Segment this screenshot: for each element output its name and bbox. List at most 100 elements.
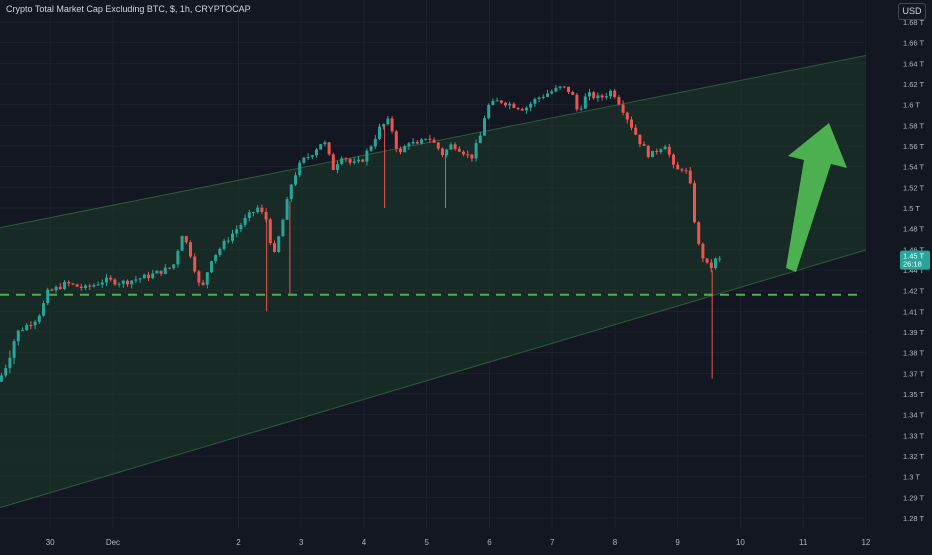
candle-body bbox=[596, 95, 600, 99]
candle-body bbox=[634, 127, 638, 135]
candle-body bbox=[415, 141, 419, 144]
candle-body bbox=[100, 282, 104, 285]
candle-body bbox=[189, 242, 192, 257]
price-tick-label: 1.29 T bbox=[903, 493, 925, 502]
candle-body bbox=[172, 264, 176, 269]
candle-body bbox=[676, 164, 680, 170]
time-tick-label: 9 bbox=[675, 538, 680, 547]
candle-body bbox=[478, 135, 482, 144]
candle-body bbox=[0, 375, 3, 382]
candle-body bbox=[121, 280, 125, 284]
candle-body bbox=[344, 158, 348, 160]
candle-body bbox=[441, 148, 444, 156]
candle-body bbox=[575, 94, 579, 110]
time-tick-label: 6 bbox=[487, 538, 492, 547]
candle-body bbox=[239, 224, 243, 230]
candle-body bbox=[260, 207, 264, 212]
countdown-label: 26:18 bbox=[903, 260, 922, 269]
candle-body bbox=[361, 159, 365, 162]
candle-body bbox=[550, 91, 554, 94]
time-tick-label: 11 bbox=[799, 538, 808, 547]
price-tick-label: 1.68 T bbox=[903, 18, 925, 27]
candle-body bbox=[705, 258, 709, 263]
candle-body bbox=[75, 284, 79, 287]
price-tick-label: 1.32 T bbox=[903, 452, 925, 461]
candle-body bbox=[483, 118, 486, 136]
candle-body bbox=[25, 325, 29, 331]
channel-upper-line bbox=[0, 52, 879, 229]
candle-body bbox=[462, 151, 465, 155]
price-tick-label: 1.39 T bbox=[903, 328, 925, 337]
candle-body bbox=[369, 146, 373, 151]
price-axis: 1.68 T 1.66 T 1.64 T 1.62 T 1.6 T 1.58 T 1.56 … bbox=[866, 0, 932, 550]
candle-body bbox=[201, 282, 205, 285]
candle-body bbox=[306, 157, 310, 159]
candle-body bbox=[210, 261, 213, 273]
candle-body bbox=[4, 368, 8, 376]
price-axis-bg bbox=[866, 0, 932, 550]
price-tick-label: 1.66 T bbox=[903, 39, 925, 48]
candle-body bbox=[718, 258, 722, 260]
price-tick-label: 1.46 T bbox=[903, 245, 925, 254]
candle-body bbox=[638, 134, 642, 145]
candle-body bbox=[147, 274, 150, 279]
candle-body bbox=[487, 104, 491, 119]
candle-body bbox=[520, 108, 524, 111]
price-tick-label: 1.5 T bbox=[903, 204, 920, 213]
candle-body bbox=[193, 256, 197, 272]
candle-body bbox=[117, 283, 121, 285]
candle-body bbox=[348, 159, 352, 163]
candle-body bbox=[37, 315, 41, 322]
candle-body bbox=[235, 229, 239, 234]
candle-body bbox=[554, 87, 558, 92]
price-tick-label: 1.58 T bbox=[903, 121, 925, 130]
candle-body bbox=[420, 139, 423, 144]
candle-body bbox=[630, 119, 633, 128]
candle-body bbox=[176, 250, 180, 265]
candle-body bbox=[222, 240, 226, 249]
time-axis: 30 Dec 2 3 4 5 6 7 8 9 10 11 12 bbox=[0, 528, 932, 550]
candle-body bbox=[567, 86, 570, 92]
time-tick-label: 30 bbox=[46, 538, 55, 547]
price-tick-label: 1.6 T bbox=[903, 101, 920, 110]
candle-body bbox=[243, 217, 247, 225]
candle-body bbox=[214, 254, 218, 262]
price-tick-label: 1.42 T bbox=[903, 287, 925, 296]
candle-body bbox=[663, 146, 667, 150]
price-tick-label: 1.33 T bbox=[903, 431, 925, 440]
candle-body bbox=[63, 281, 66, 290]
time-tick-label: Dec bbox=[106, 538, 120, 547]
candle-body bbox=[33, 321, 37, 326]
regression-channel bbox=[0, 52, 879, 509]
candle-body bbox=[247, 212, 251, 218]
candle-body bbox=[352, 161, 356, 163]
candle-body bbox=[714, 258, 717, 269]
candle-body bbox=[197, 271, 201, 283]
candle-body bbox=[386, 118, 390, 125]
price-tick-label: 1.52 T bbox=[903, 183, 925, 192]
candle-body bbox=[672, 154, 675, 165]
candle-body bbox=[399, 148, 402, 153]
candle-body bbox=[378, 126, 381, 139]
candle-body bbox=[151, 273, 155, 279]
candle-body bbox=[583, 96, 587, 109]
price-tick-label: 1.3 T bbox=[903, 473, 920, 482]
candle-body bbox=[12, 341, 16, 358]
candle-body bbox=[281, 219, 285, 237]
candle-body bbox=[688, 170, 692, 184]
up-arrow-icon bbox=[786, 123, 847, 272]
currency-button[interactable]: USD bbox=[898, 3, 926, 20]
candle-body bbox=[323, 142, 327, 145]
candle-body bbox=[453, 144, 457, 149]
candle-body bbox=[205, 272, 209, 285]
candle-body bbox=[289, 184, 293, 200]
candle-body bbox=[680, 169, 684, 171]
candle-body bbox=[21, 330, 24, 332]
time-axis-bg bbox=[0, 528, 932, 550]
candle-body bbox=[71, 283, 75, 285]
channel-fill bbox=[0, 53, 879, 508]
candle-body bbox=[331, 154, 335, 170]
candle-body bbox=[667, 146, 671, 155]
